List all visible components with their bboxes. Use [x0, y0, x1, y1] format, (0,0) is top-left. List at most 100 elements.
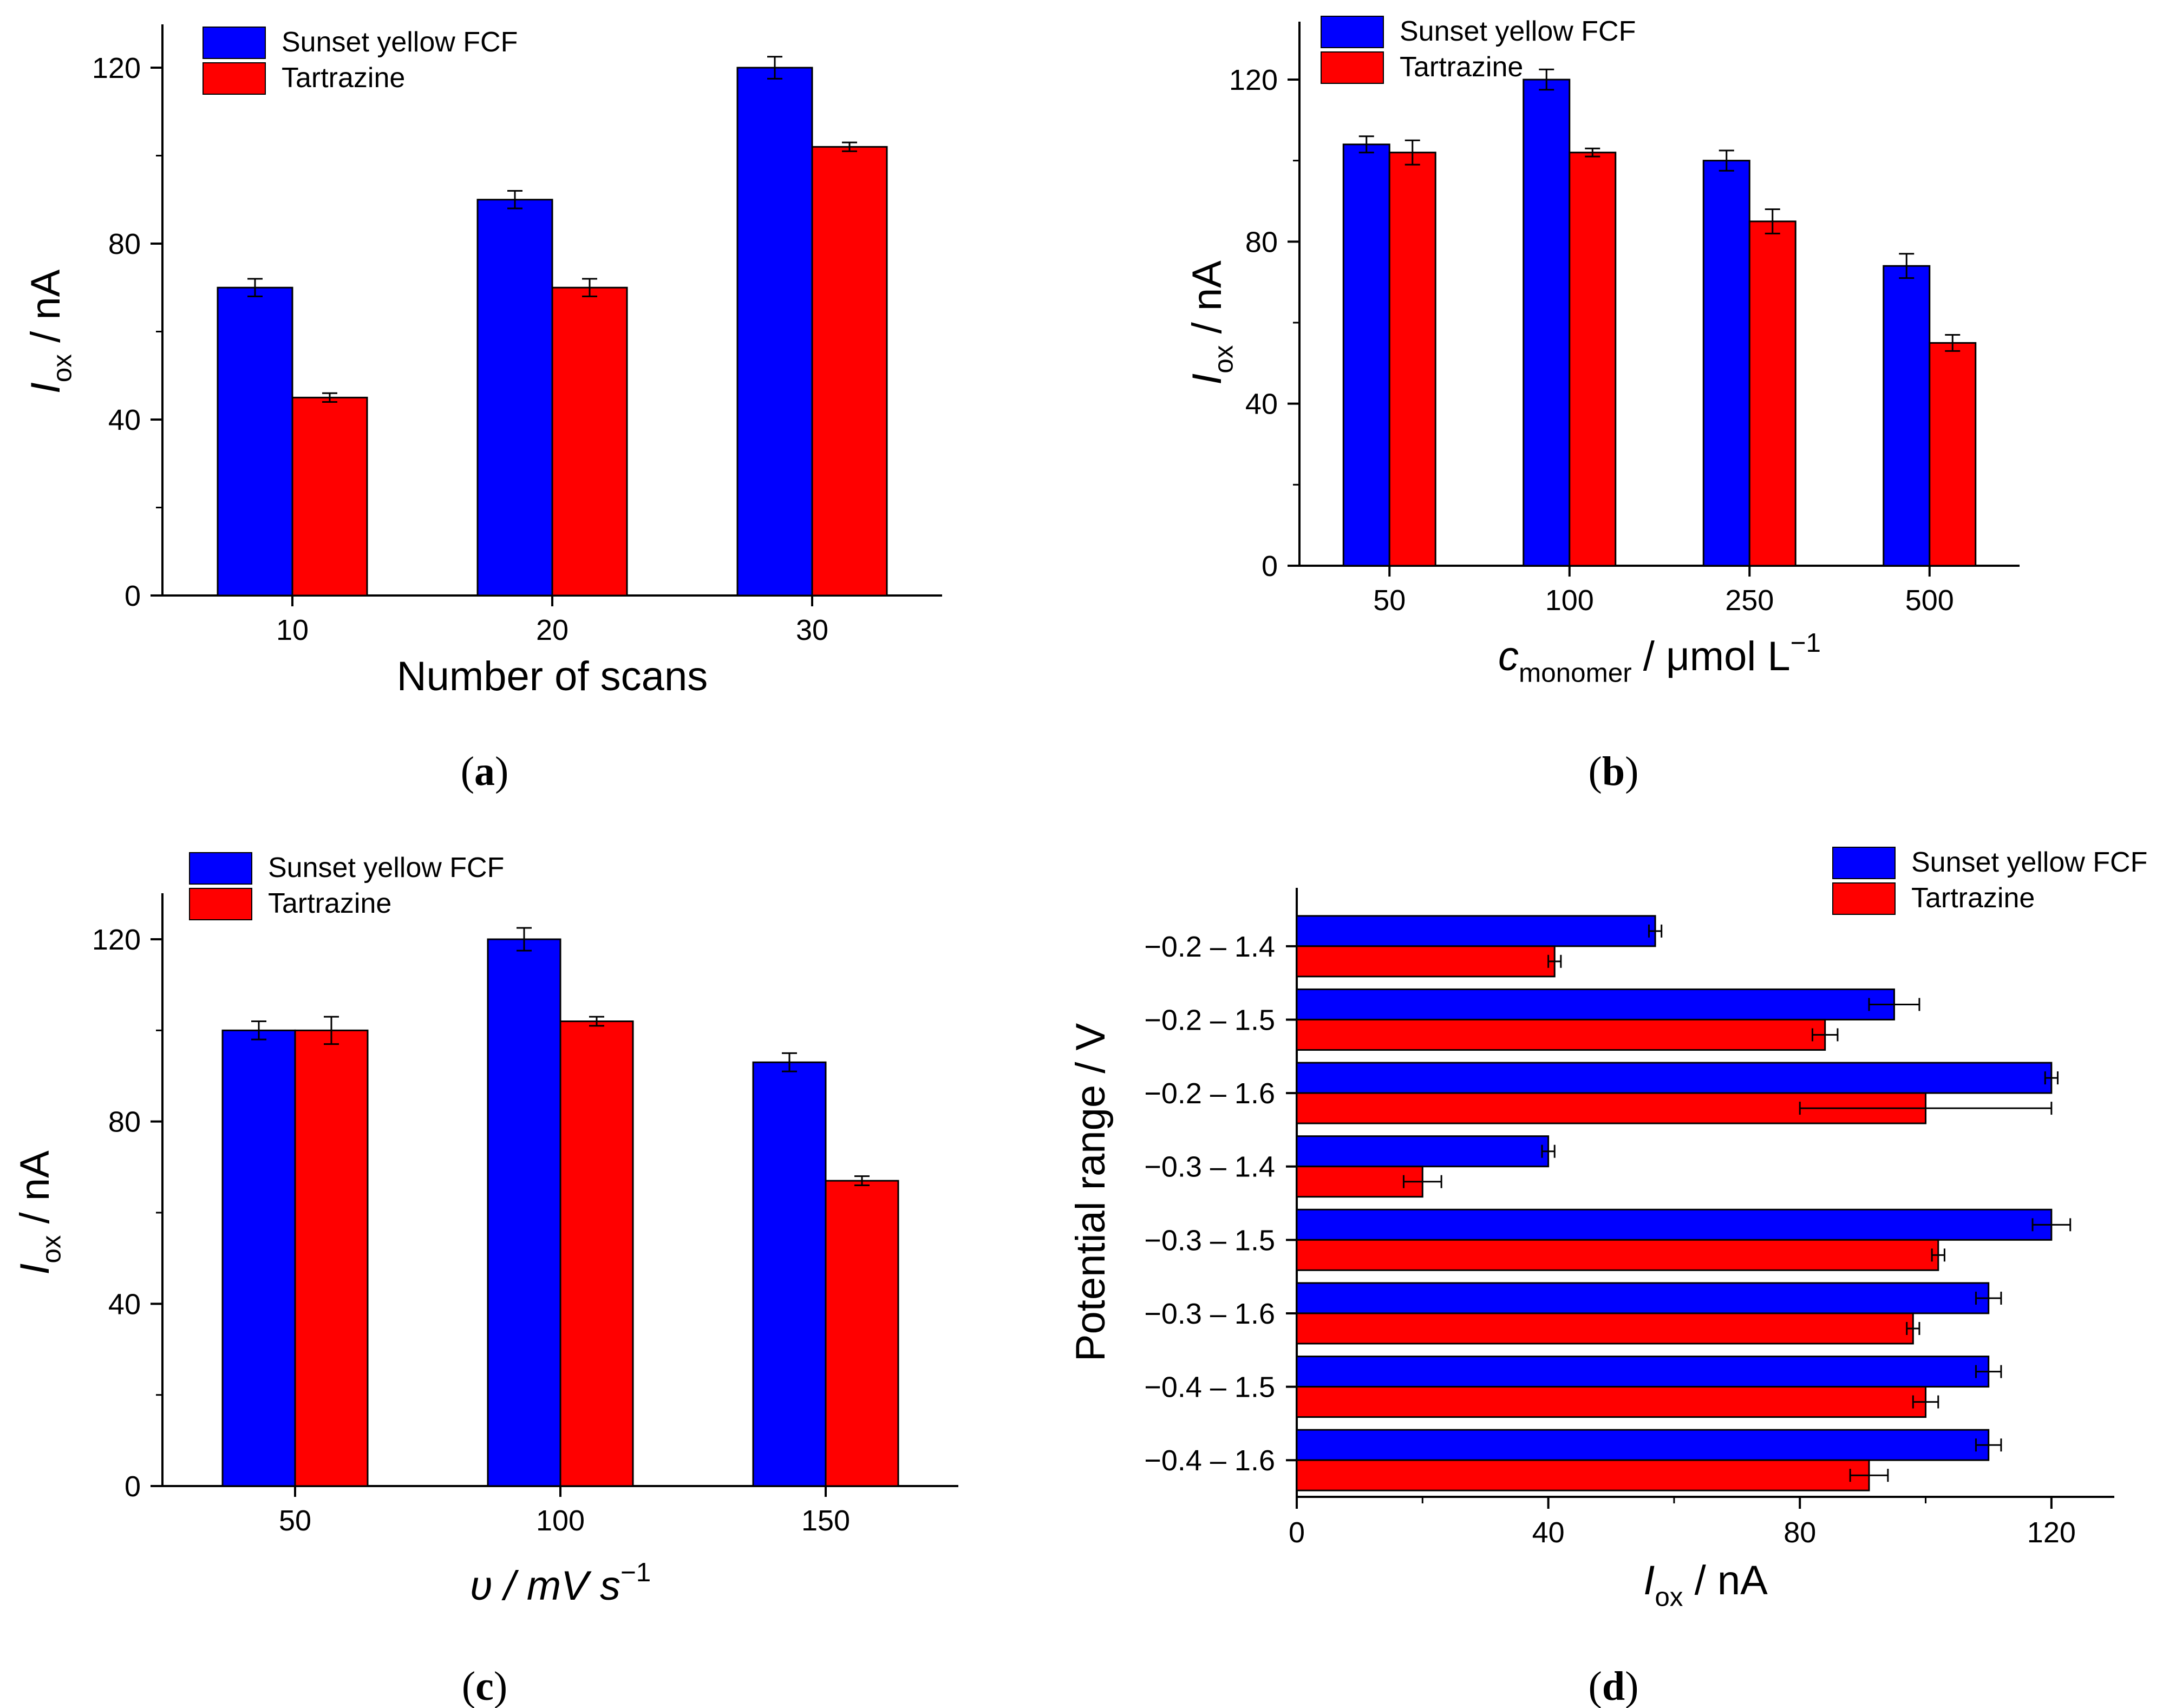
x-tick-label: 20 [536, 614, 569, 646]
x-axis-title-part: / nA [1683, 1558, 1768, 1604]
caption-paren: ( [1589, 1664, 1602, 1708]
legend-swatch-2 [1832, 882, 1896, 915]
bar-1 [1296, 1208, 2053, 1241]
y-tick-label: −0.4 – 1.6 [1144, 1444, 1275, 1477]
bar-2 [1296, 1386, 1927, 1418]
x-axis-title-part: υ / mV s [470, 1563, 620, 1609]
x-tick-label: 500 [1905, 584, 1954, 617]
y-axis-title-part: ox [1208, 345, 1238, 373]
x-tick-label: 100 [1545, 584, 1594, 617]
legend-swatch-1 [189, 852, 252, 885]
x-axis-title-part: monomer [1519, 658, 1632, 688]
x-axis-title-part: ox [1655, 1582, 1683, 1612]
y-axis-title-part: I [23, 382, 69, 394]
caption-paren: ) [494, 1664, 507, 1708]
caption-paren: ( [461, 749, 474, 794]
bar-1 [1296, 1135, 1550, 1168]
x-axis-title: Number of scans [397, 653, 708, 699]
legend-swatch-1 [202, 27, 266, 59]
x-axis-title-part: / μmol L [1632, 633, 1791, 679]
x-tick-label: 50 [279, 1504, 311, 1537]
y-tick-label: 80 [108, 1106, 141, 1138]
bar-1 [752, 1061, 827, 1487]
chart-panel-b: 0 40 80 120 50 100 250 500 cmonomer / μmol L−1 Io… [1184, 16, 2020, 794]
panel-caption: (c) [462, 1664, 507, 1708]
y-tick-label: −0.2 – 1.4 [1144, 931, 1275, 963]
chart-panel-c: 0 40 80 120 50 100 150 υ / mV s−1 Iox / nA Sunset… [12, 852, 958, 1708]
bar-1 [217, 286, 293, 597]
bar-2 [1748, 220, 1796, 567]
x-tick-label: 30 [796, 614, 828, 646]
caption-letter: d [1602, 1664, 1625, 1708]
y-tick-label: 120 [1229, 64, 1278, 96]
y-tick-label: 0 [125, 580, 141, 612]
caption-letter: c [475, 1664, 494, 1708]
x-axis-title-part: −1 [1791, 628, 1821, 658]
bar-1 [1702, 160, 1750, 567]
legend-label-2: Tartrazine [1911, 882, 2035, 914]
caption-letter: a [474, 749, 495, 794]
bar-2 [1569, 152, 1617, 567]
x-tick-label: 250 [1725, 584, 1774, 617]
bar-1 [1342, 143, 1390, 567]
y-tick-label: 0 [1262, 550, 1278, 583]
y-axis-title-part: ox [36, 1235, 66, 1263]
bar-2 [1296, 1239, 1939, 1271]
y-tick-label: 40 [108, 404, 141, 436]
bar-2 [1296, 1018, 1826, 1051]
legend-label-1: Sunset yellow FCF [268, 852, 504, 884]
y-axis-title: Iox / nA [12, 1150, 66, 1275]
panel-caption: (d) [1589, 1664, 1639, 1708]
caption-paren: ) [495, 749, 508, 794]
y-axis-title: Iox / nA [1184, 260, 1238, 385]
bar-1 [487, 938, 561, 1487]
bar-2 [1296, 945, 1556, 978]
y-tick-label: 0 [125, 1470, 141, 1503]
caption-letter: b [1602, 749, 1625, 794]
y-axis-title-part: / nA [23, 269, 69, 354]
legend-label-2: Tartrazine [268, 888, 391, 919]
bar-2 [1929, 342, 1977, 567]
legend-label-2: Tartrazine [1400, 51, 1523, 83]
x-tick-label: 0 [1289, 1516, 1305, 1549]
x-axis-title: Iox / nA [1643, 1558, 1768, 1612]
chart-panel-d: 0 40 80 120 −0.2 – 1.4 −0.2 – 1.5 −0.2 – 1.6 −0… [1068, 847, 2147, 1708]
legend-label-2: Tartrazine [282, 62, 405, 94]
bar-2 [294, 1029, 369, 1487]
legend-swatch-2 [202, 62, 266, 95]
bar-2 [825, 1180, 899, 1487]
panel-caption: (a) [461, 749, 509, 794]
caption-paren: ) [1625, 749, 1638, 794]
x-axis-title: υ / mV s−1 [470, 1558, 651, 1609]
bar-2 [1388, 152, 1436, 567]
x-tick-label: 80 [1783, 1516, 1816, 1549]
x-axis-title-part: c [1498, 633, 1519, 679]
caption-paren: ( [462, 1664, 475, 1708]
caption-paren: ( [1589, 749, 1602, 794]
panel-caption: (b) [1589, 749, 1639, 794]
bar-2 [1296, 1459, 1870, 1491]
y-tick-label: 80 [1245, 226, 1278, 258]
bar-1 [476, 199, 553, 597]
legend-label-1: Sunset yellow FCF [1911, 847, 2147, 878]
bar-2 [551, 286, 628, 597]
bar-1 [1296, 988, 1895, 1020]
x-tick-label: 150 [801, 1504, 850, 1537]
legend-label-1: Sunset yellow FCF [1400, 16, 1636, 47]
bar-1 [1296, 1356, 1990, 1388]
bar-1 [1296, 1282, 1990, 1314]
y-tick-label: −0.3 – 1.5 [1144, 1224, 1275, 1257]
y-axis-title-part: / nA [1184, 260, 1230, 345]
legend-swatch-1 [1321, 16, 1384, 48]
y-tick-label: 120 [92, 924, 141, 956]
y-axis-title-part: I [12, 1264, 58, 1275]
y-axis-title-part: ox [47, 354, 77, 382]
legend-swatch-2 [1321, 51, 1384, 84]
bar-1 [1523, 78, 1571, 567]
x-axis-title-part: −1 [620, 1558, 651, 1587]
x-tick-label: 50 [1373, 584, 1406, 617]
y-axis-title-part: I [1184, 374, 1230, 385]
legend-label-1: Sunset yellow FCF [282, 27, 518, 58]
y-axis-title: Iox / nA [23, 269, 77, 394]
